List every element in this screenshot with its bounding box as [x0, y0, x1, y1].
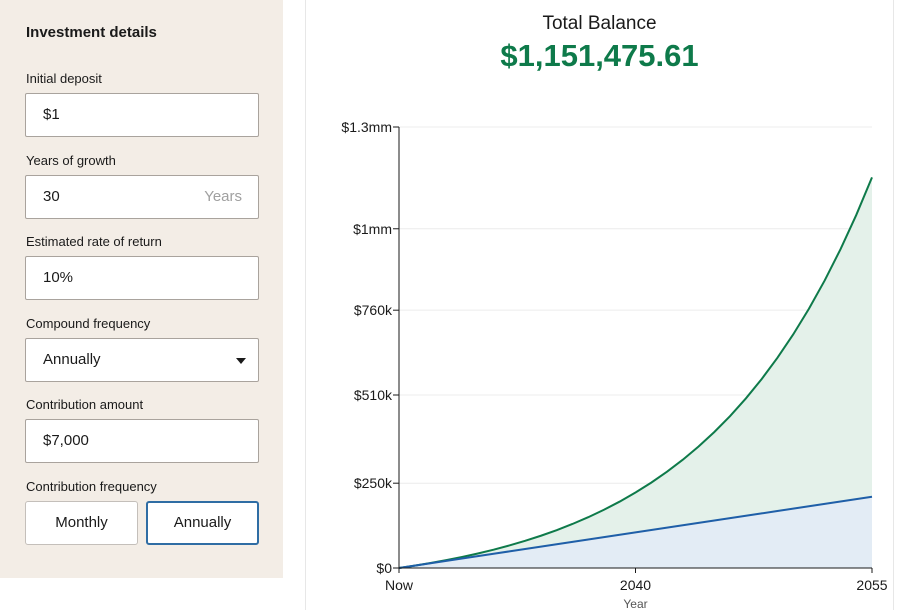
- chart-area: Total Balance $1,151,475.61 $0 $250k $510k…: [305, 0, 894, 610]
- annually-toggle-button[interactable]: Annually: [146, 501, 259, 545]
- initial-deposit-input[interactable]: $1: [25, 93, 259, 137]
- x-tick-label: 2055: [856, 577, 887, 593]
- years-of-growth-label: Years of growth: [26, 153, 116, 168]
- investment-details-panel: Investment details Initial deposit $1 Ye…: [0, 0, 283, 578]
- contribution-amount-value: $7,000: [43, 432, 89, 449]
- compound-frequency-value: Annually: [43, 351, 101, 368]
- contribution-amount-label: Contribution amount: [26, 397, 144, 412]
- initial-deposit-label: Initial deposit: [26, 71, 102, 86]
- rate-of-return-label: Estimated rate of return: [26, 234, 162, 249]
- panel-title: Investment details: [26, 24, 157, 41]
- rate-of-return-input[interactable]: 10%: [25, 256, 259, 300]
- y-tick-label: $1mm: [353, 221, 392, 237]
- years-of-growth-value: 30: [43, 188, 60, 205]
- x-axis-title: Year: [623, 597, 647, 610]
- y-tick-label: $1.3mm: [341, 119, 392, 135]
- contribution-series-line: [398, 495, 873, 569]
- chevron-down-icon: [236, 358, 246, 364]
- balance-area-fill: [399, 177, 872, 568]
- x-tick-label: 2040: [620, 577, 651, 593]
- initial-deposit-value: $1: [43, 106, 60, 123]
- rate-of-return-value: 10%: [43, 269, 74, 286]
- monthly-toggle-button[interactable]: Monthly: [25, 501, 138, 545]
- compound-frequency-select[interactable]: Annually: [25, 338, 259, 382]
- contribution-amount-input[interactable]: $7,000: [25, 419, 259, 463]
- total-balance-label: Total Balance: [542, 13, 657, 34]
- balance-growth-chart: $0 $250k $510k $760k $1mm $1.3mm Now 2040 2055 Ye…: [341, 119, 887, 610]
- y-tick-label: $0: [376, 560, 392, 576]
- years-of-growth-input[interactable]: 30 Years: [25, 175, 259, 219]
- x-tick-label: Now: [385, 577, 414, 593]
- balance-series-line: [398, 176, 873, 569]
- y-tick-label: $760k: [354, 302, 393, 318]
- y-tick-label: $250k: [354, 475, 393, 491]
- y-tick-label: $510k: [354, 387, 393, 403]
- contribution-frequency-label: Contribution frequency: [26, 479, 157, 494]
- total-balance-value: $1,151,475.61: [500, 38, 699, 73]
- years-suffix: Years: [204, 188, 242, 205]
- compound-frequency-label: Compound frequency: [26, 316, 151, 331]
